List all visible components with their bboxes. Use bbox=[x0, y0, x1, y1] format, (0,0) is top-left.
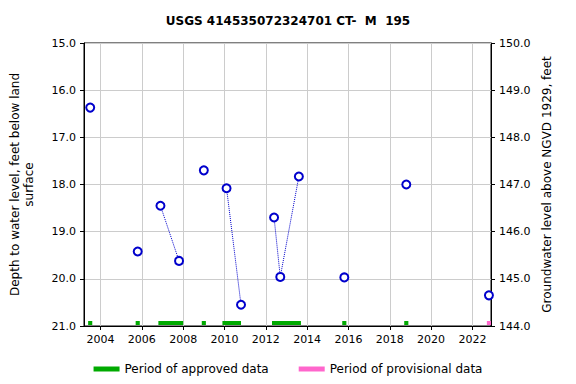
svg-text:146.0: 146.0 bbox=[499, 225, 531, 238]
svg-text:20.0: 20.0 bbox=[52, 272, 77, 285]
svg-text:2004: 2004 bbox=[87, 333, 115, 346]
svg-text:150.0: 150.0 bbox=[499, 37, 531, 50]
svg-text:2020: 2020 bbox=[417, 333, 445, 346]
svg-text:147.0: 147.0 bbox=[499, 178, 531, 191]
svg-text:21.0: 21.0 bbox=[52, 320, 77, 333]
svg-text:15.0: 15.0 bbox=[52, 37, 77, 50]
svg-text:2006: 2006 bbox=[128, 333, 156, 346]
svg-text:surface: surface bbox=[22, 162, 36, 206]
svg-text:2016: 2016 bbox=[334, 333, 362, 346]
svg-text:2010: 2010 bbox=[210, 333, 238, 346]
svg-text:17.0: 17.0 bbox=[52, 131, 77, 144]
svg-text:144.0: 144.0 bbox=[499, 320, 531, 333]
svg-text:Depth to water level, feet bel: Depth to water level, feet below land bbox=[8, 73, 22, 296]
svg-text:Period of provisional data: Period of provisional data bbox=[330, 362, 483, 376]
svg-text:145.0: 145.0 bbox=[499, 272, 531, 285]
svg-text:USGS 414535072324701 CT- M 1: USGS 414535072324701 CT- M 195 bbox=[166, 14, 410, 28]
svg-text:Groundwater level above NGVD 1: Groundwater level above NGVD 1929, feet bbox=[540, 56, 554, 313]
svg-text:2018: 2018 bbox=[376, 333, 404, 346]
svg-text:2008: 2008 bbox=[169, 333, 197, 346]
svg-text:2012: 2012 bbox=[252, 333, 280, 346]
svg-text:19.0: 19.0 bbox=[52, 225, 77, 238]
svg-text:Period of approved data: Period of approved data bbox=[125, 362, 269, 376]
svg-text:149.0: 149.0 bbox=[499, 84, 531, 97]
svg-text:16.0: 16.0 bbox=[52, 84, 77, 97]
svg-text:18.0: 18.0 bbox=[52, 178, 77, 191]
svg-text:2022: 2022 bbox=[458, 333, 486, 346]
svg-text:148.0: 148.0 bbox=[499, 131, 531, 144]
svg-text:2014: 2014 bbox=[293, 333, 321, 346]
